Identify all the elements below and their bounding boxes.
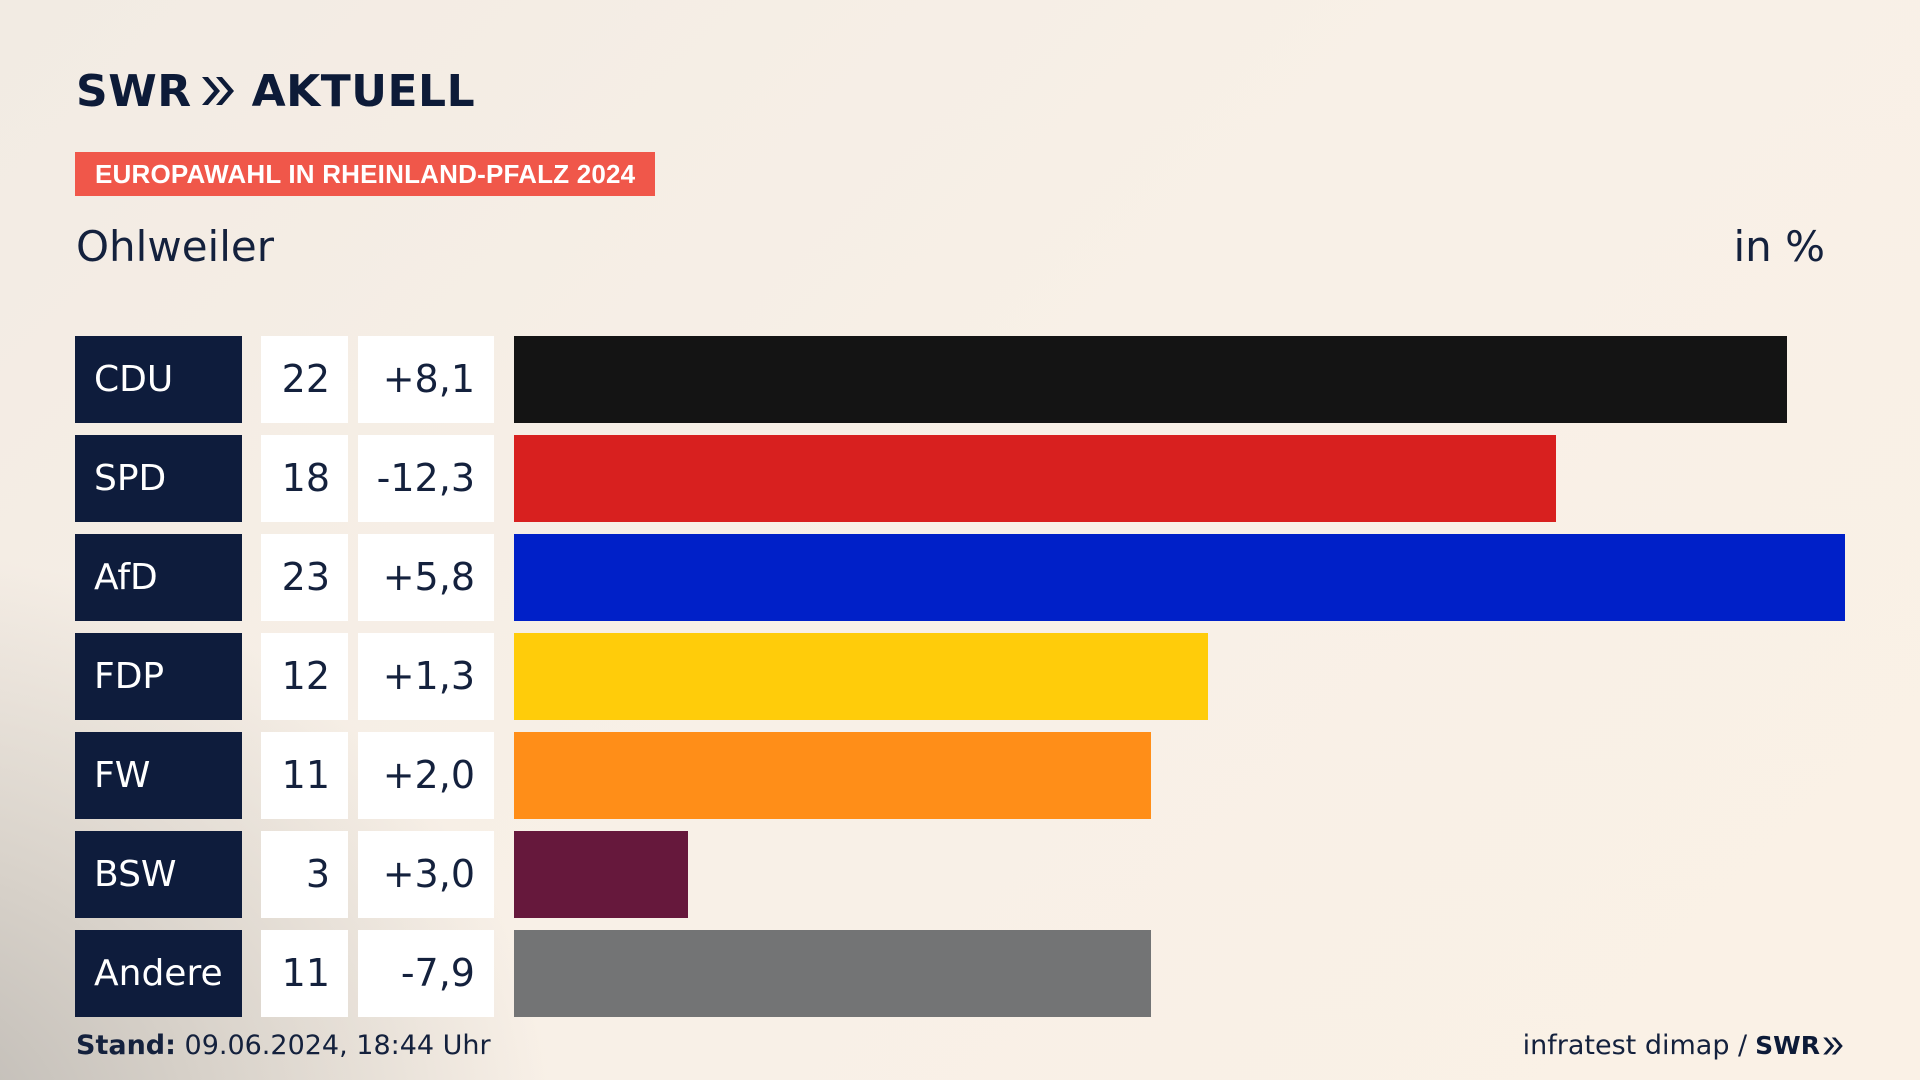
result-row-bsw: BSW 3 +3,0 xyxy=(75,831,1845,918)
location-title: Ohlweiler xyxy=(76,222,274,271)
bar-cdu xyxy=(514,336,1787,423)
value-label: 23 xyxy=(261,534,348,621)
party-label: SPD xyxy=(75,435,242,522)
timestamp: Stand: 09.06.2024, 18:44 Uhr xyxy=(76,1030,491,1061)
result-row-cdu: CDU 22 +8,1 xyxy=(75,336,1845,423)
value-label: 3 xyxy=(261,831,348,918)
change-label: +3,0 xyxy=(358,831,494,918)
result-row-spd: SPD 18 -12,3 xyxy=(75,435,1845,522)
party-label: FDP xyxy=(75,633,242,720)
value-label: 18 xyxy=(261,435,348,522)
bar-fw xyxy=(514,732,1151,819)
swr-aktuell-logo: SWR AKTUELL xyxy=(76,65,476,117)
logo-swr-text: SWR xyxy=(76,65,192,117)
bar-afd xyxy=(514,534,1845,621)
change-label: +8,1 xyxy=(358,336,494,423)
double-chevron-icon xyxy=(1823,1036,1843,1055)
change-label: -7,9 xyxy=(358,930,494,1017)
logo-aktuell-text: AKTUELL xyxy=(251,65,476,117)
change-label: -12,3 xyxy=(358,435,494,522)
party-label: FW xyxy=(75,732,242,819)
swr-small-text: SWR xyxy=(1755,1031,1820,1060)
party-label: CDU xyxy=(75,336,242,423)
stand-label: Stand: xyxy=(76,1030,176,1061)
party-label: BSW xyxy=(75,831,242,918)
source-text: infratest dimap / xyxy=(1522,1030,1748,1061)
value-label: 22 xyxy=(261,336,348,423)
election-badge: EUROPAWAHL IN RHEINLAND-PFALZ 2024 xyxy=(75,152,656,196)
change-label: +1,3 xyxy=(358,633,494,720)
bar-bsw xyxy=(514,831,688,918)
stand-value: 09.06.2024, 18:44 Uhr xyxy=(184,1030,491,1061)
change-label: +5,8 xyxy=(358,534,494,621)
result-row-fw: FW 11 +2,0 xyxy=(75,732,1845,819)
change-label: +2,0 xyxy=(358,732,494,819)
unit-label: in % xyxy=(1733,222,1825,271)
double-chevron-icon xyxy=(201,77,234,105)
value-label: 11 xyxy=(261,930,348,1017)
result-row-fdp: FDP 12 +1,3 xyxy=(75,633,1845,720)
swr-small-logo: SWR xyxy=(1755,1031,1844,1060)
bar-fdp xyxy=(514,633,1208,720)
value-label: 11 xyxy=(261,732,348,819)
source-credit: infratest dimap / SWR xyxy=(1523,1030,1844,1061)
bar-andere xyxy=(514,930,1151,1017)
party-label: Andere xyxy=(75,930,242,1017)
result-row-andere: Andere 11 -7,9 xyxy=(75,930,1845,1017)
party-label: AfD xyxy=(75,534,242,621)
bar-spd xyxy=(514,435,1556,522)
result-row-afd: AfD 23 +5,8 xyxy=(75,534,1845,621)
value-label: 12 xyxy=(261,633,348,720)
